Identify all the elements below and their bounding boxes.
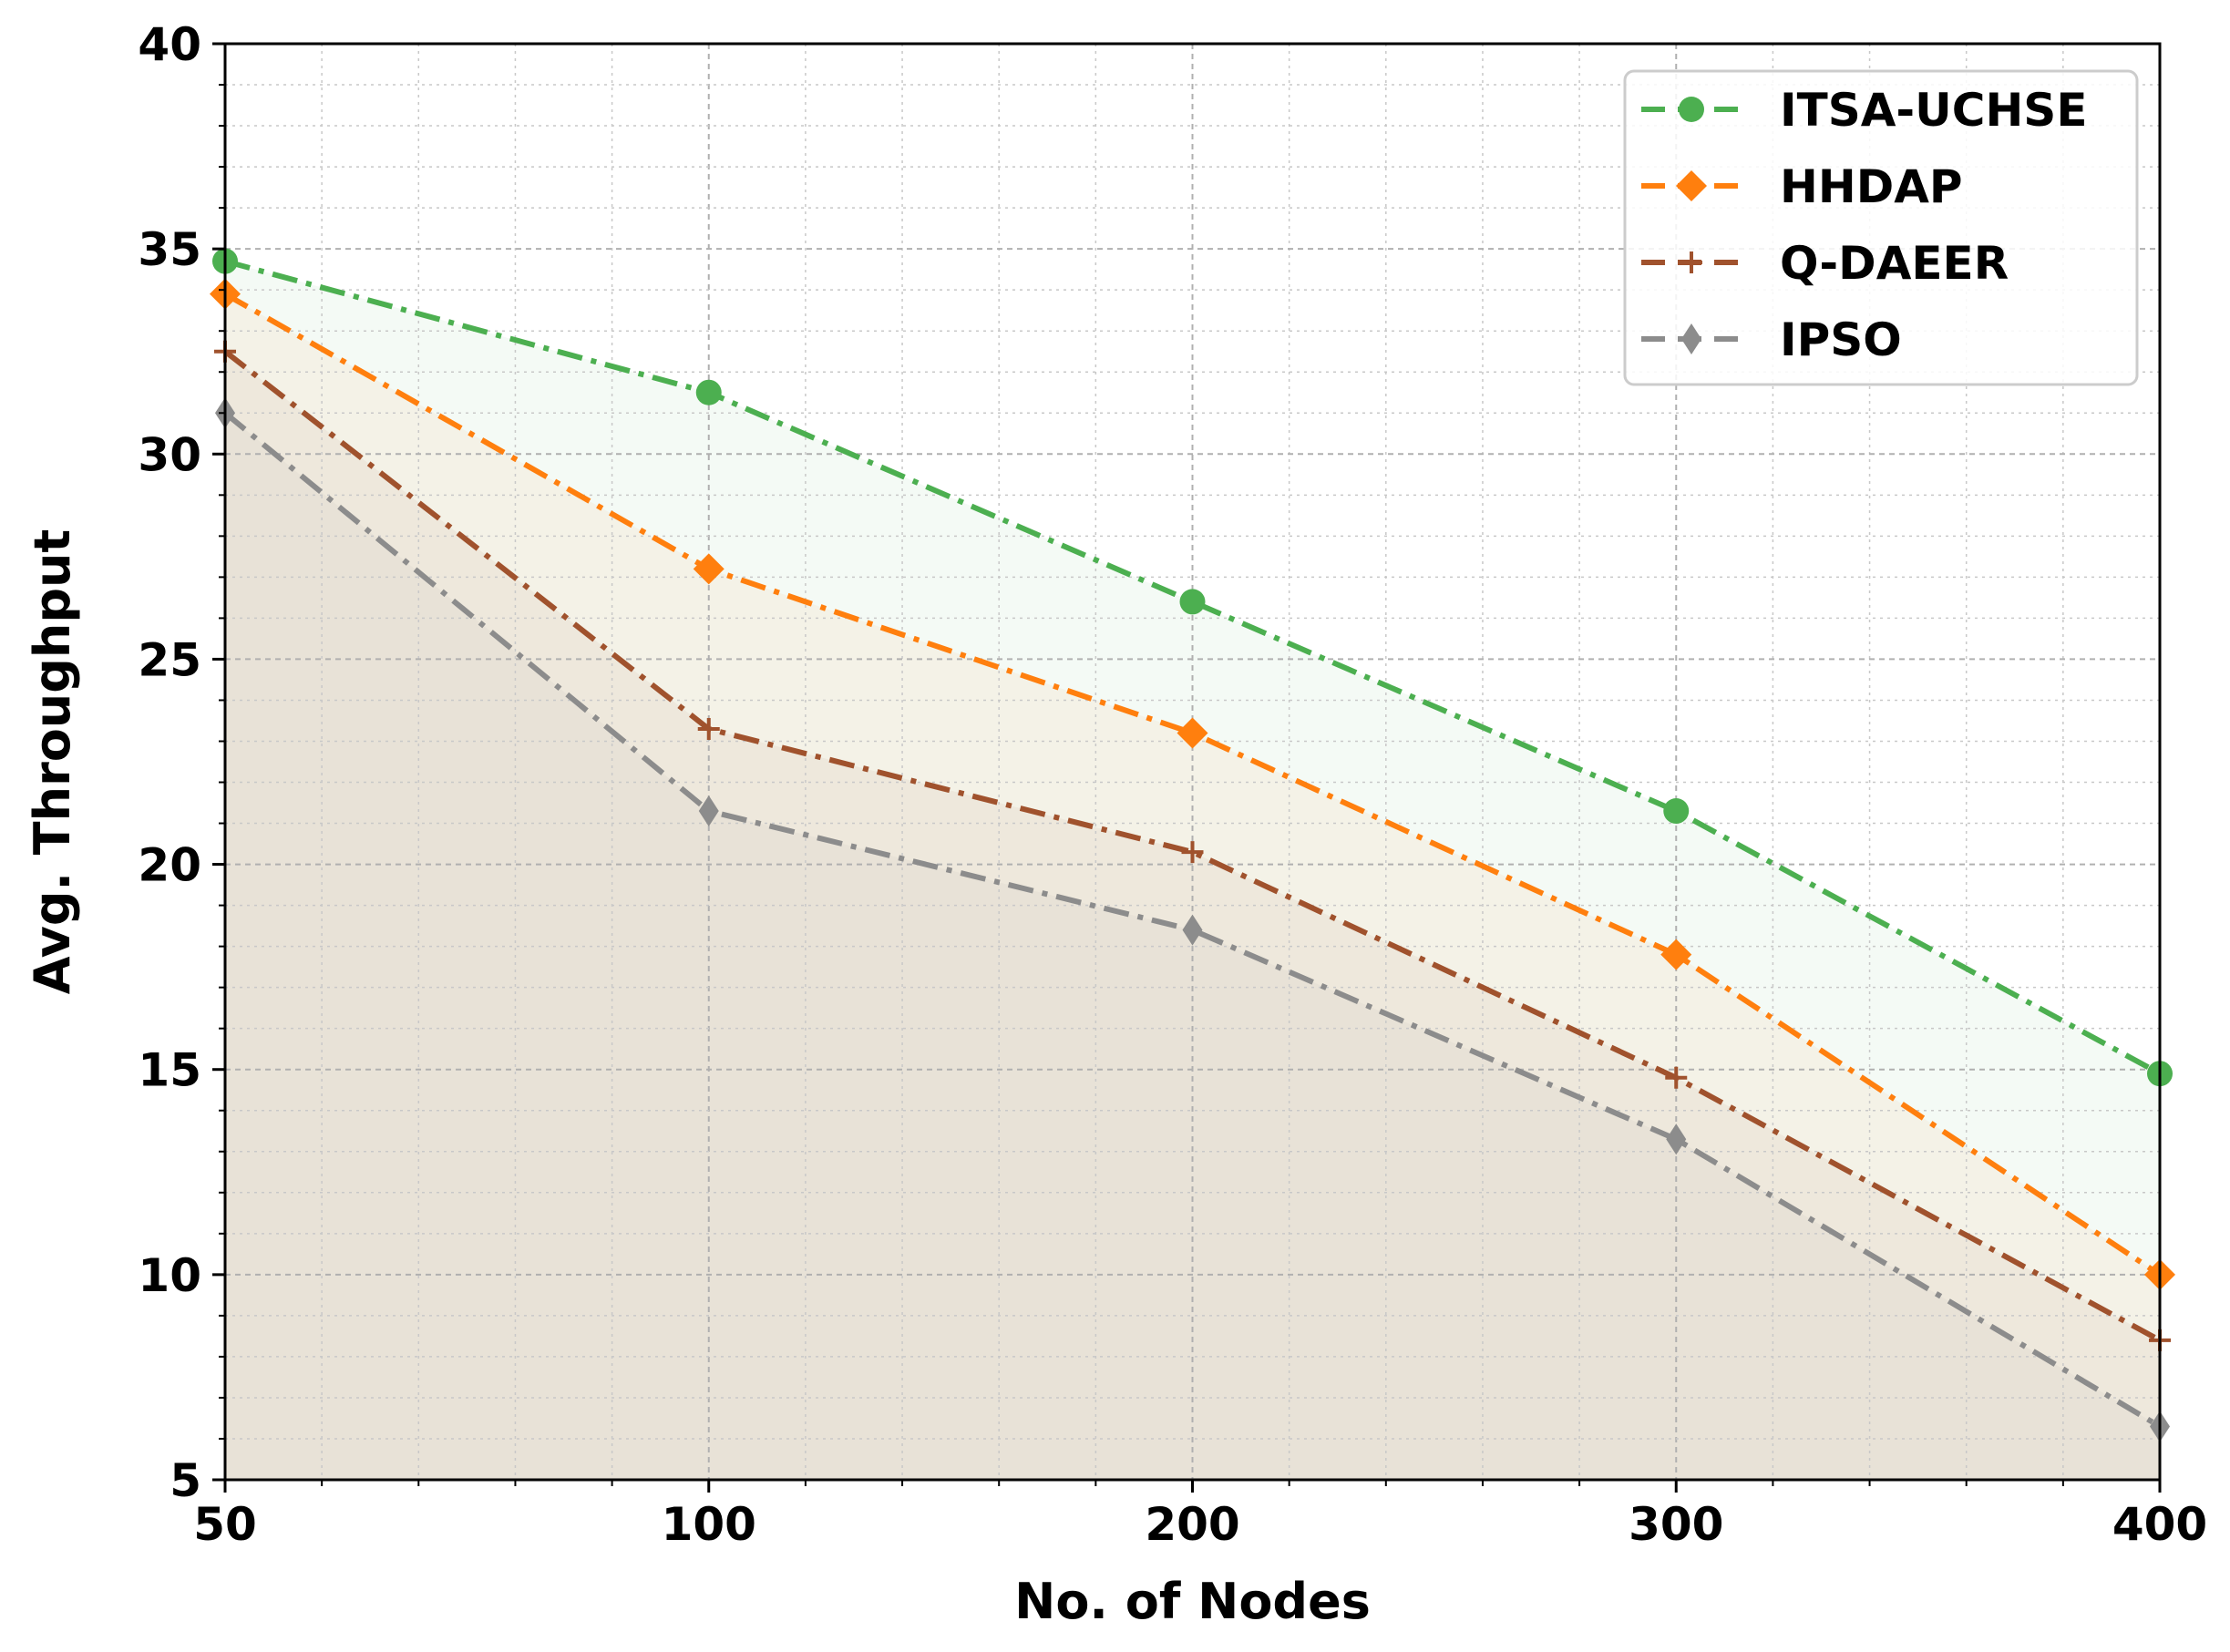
x-tick-label: 300 <box>1629 1498 1723 1551</box>
y-tick-label: 35 <box>138 223 201 276</box>
x-tick-label: 400 <box>2112 1498 2207 1551</box>
data-point-itsa-uchse-100 <box>695 379 722 405</box>
legend-label: Q-DAEER <box>1780 237 2009 290</box>
data-point-hhdap-200 <box>1177 717 1208 749</box>
y-tick-label: 5 <box>170 1454 201 1507</box>
data-point-itsa-uchse-300 <box>1663 798 1690 825</box>
data-point-ipso-100 <box>698 795 719 827</box>
series-line-ipso <box>223 410 2162 1430</box>
y-tick-label: 15 <box>138 1044 201 1097</box>
legend-marker <box>1681 323 1701 354</box>
legend-marker <box>1680 251 1702 273</box>
legend-item-ipso: IPSO <box>1641 313 1902 366</box>
series-lines <box>223 258 2162 1430</box>
y-tick-label: 30 <box>138 428 201 481</box>
y-tick-label: 10 <box>138 1249 201 1302</box>
y-tick-label: 40 <box>138 18 201 71</box>
data-point-ipso-300 <box>1666 1124 1687 1155</box>
series-line-hhdap <box>223 292 2162 1277</box>
legend-item-itsa-uchse: ITSA-UCHSE <box>1641 84 2087 137</box>
data-point-q-daeer-100 <box>697 717 720 740</box>
legend-box <box>1623 69 2139 386</box>
legend: ITSA-UCHSE HHDAP Q-DAEER IPSO <box>1623 69 2139 386</box>
data-point-itsa-uchse-200 <box>1179 589 1206 615</box>
y-axis-label: Avg. Throughput <box>24 529 81 995</box>
series-line-itsa-uchse <box>224 258 2162 1076</box>
axis-ticks <box>212 42 2162 1493</box>
data-point-q-daeer-200 <box>1181 841 1204 864</box>
legend-marker <box>1679 97 1704 122</box>
x-tick-label: 100 <box>662 1498 756 1551</box>
data-point-ipso-200 <box>1182 914 1203 946</box>
data-point-q-daeer-300 <box>1665 1066 1688 1089</box>
x-tick-label: 200 <box>1145 1498 1239 1551</box>
legend-label: HHDAP <box>1780 160 1963 213</box>
legend-label: ITSA-UCHSE <box>1780 84 2087 137</box>
legend-label: IPSO <box>1780 313 1902 366</box>
data-point-hhdap-100 <box>693 553 724 585</box>
legend-item-hhdap: HHDAP <box>1641 160 1963 213</box>
y-tick-label: 25 <box>138 633 201 686</box>
series-line-q-daeer <box>223 349 2162 1343</box>
legend-item-q-daeer: Q-DAEER <box>1641 237 2009 290</box>
y-tick-label: 20 <box>138 839 201 892</box>
x-tick-label: 50 <box>193 1498 257 1551</box>
data-point-hhdap-300 <box>1660 939 1692 970</box>
x-axis-label: No. of Nodes <box>1014 1573 1371 1630</box>
legend-marker <box>1676 170 1707 201</box>
tick-labels: 50 100 200 300 400 5 10 15 20 25 30 35 40 <box>138 18 2207 1551</box>
